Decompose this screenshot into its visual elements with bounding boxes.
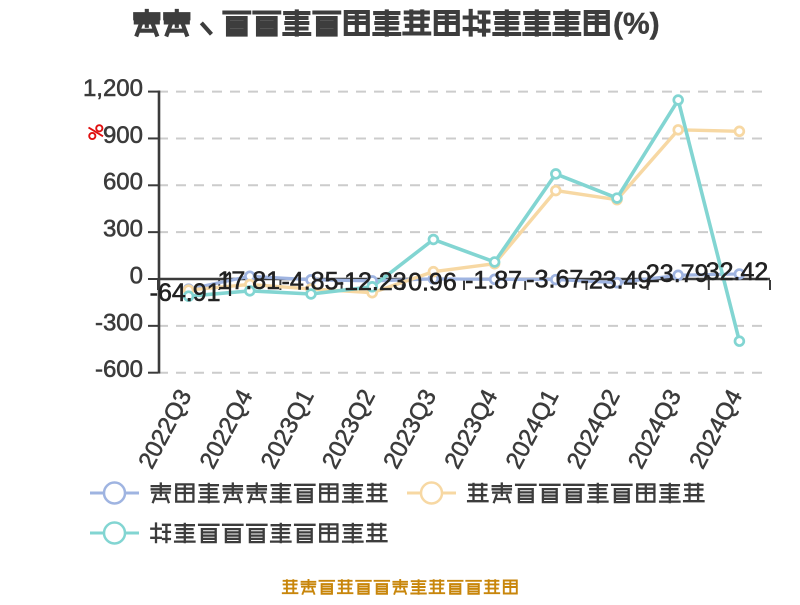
- svg-text:-64.91: -64.91: [150, 279, 221, 307]
- svg-text:600: 600: [103, 169, 143, 196]
- svg-text:-23.49: -23.49: [581, 267, 652, 295]
- svg-text:-3.67: -3.67: [526, 266, 583, 294]
- svg-text:(%): (%): [613, 8, 660, 41]
- svg-text:-1.87: -1.87: [465, 267, 522, 295]
- svg-text:-600: -600: [95, 356, 143, 383]
- svg-text:1,200: 1,200: [83, 75, 143, 102]
- svg-text:23.79: 23.79: [646, 260, 709, 288]
- svg-text:-300: -300: [95, 309, 143, 336]
- svg-text:0.96: 0.96: [408, 269, 457, 297]
- svg-text:300: 300: [103, 216, 143, 243]
- svg-text:-4.85: -4.85: [282, 268, 339, 296]
- svg-text:17.81: 17.81: [218, 267, 281, 295]
- svg-text:0: 0: [130, 262, 143, 289]
- svg-text:-12.23: -12.23: [336, 268, 407, 296]
- svg-text:32.42: 32.42: [706, 258, 769, 286]
- svg-text:900: 900: [103, 122, 143, 149]
